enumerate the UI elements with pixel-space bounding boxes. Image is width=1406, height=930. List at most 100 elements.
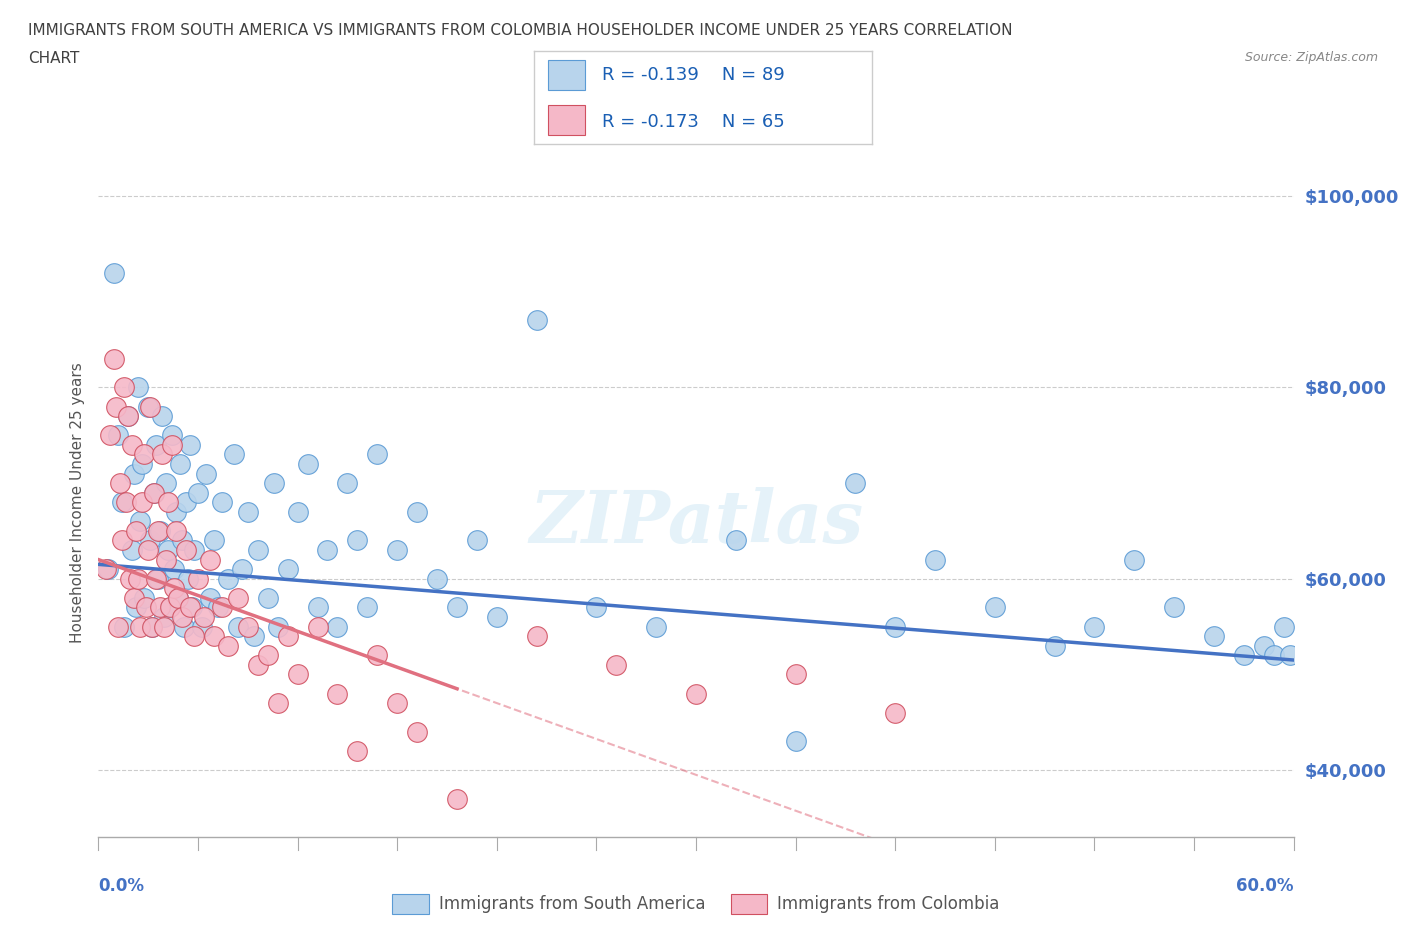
Point — [236, 619, 259, 634]
Point — [131, 457, 153, 472]
Point — [129, 619, 152, 634]
Point — [256, 591, 278, 605]
Point — [181, 600, 204, 615]
Point — [277, 562, 299, 577]
Point — [183, 542, 205, 557]
Point — [526, 629, 548, 644]
Point — [179, 600, 201, 615]
Point — [125, 600, 148, 615]
Point — [243, 629, 266, 644]
Point — [117, 408, 139, 423]
Point — [446, 791, 468, 806]
Point — [406, 504, 429, 519]
Point — [267, 696, 290, 711]
Point — [165, 504, 187, 519]
Point — [160, 437, 183, 452]
Point — [167, 591, 190, 605]
Point — [326, 686, 349, 701]
Point — [96, 562, 118, 577]
Point — [167, 591, 190, 605]
Point — [307, 619, 329, 634]
Point — [187, 485, 209, 500]
Point — [107, 619, 129, 634]
Point — [1253, 638, 1275, 653]
Point — [103, 265, 125, 280]
FancyBboxPatch shape — [548, 105, 585, 135]
Point — [277, 629, 299, 644]
Text: ZIPatlas: ZIPatlas — [529, 486, 863, 558]
Point — [117, 408, 139, 423]
Point — [211, 495, 233, 510]
Point — [136, 542, 159, 557]
Point — [139, 399, 162, 414]
Text: 0.0%: 0.0% — [98, 877, 145, 896]
Point — [127, 380, 149, 395]
Point — [174, 495, 197, 510]
Point — [174, 542, 197, 557]
Point — [169, 457, 191, 472]
Point — [107, 428, 129, 443]
Point — [1272, 619, 1295, 634]
Point — [98, 428, 122, 443]
Point — [263, 475, 285, 490]
Point — [145, 437, 167, 452]
Point — [159, 600, 181, 615]
Point — [111, 495, 134, 510]
Point — [287, 667, 309, 682]
Point — [446, 600, 468, 615]
Point — [157, 542, 180, 557]
Point — [125, 524, 148, 538]
Point — [112, 619, 135, 634]
Point — [207, 600, 229, 615]
Point — [256, 648, 278, 663]
Point — [526, 313, 548, 328]
Point — [884, 705, 907, 720]
Point — [187, 571, 209, 586]
Point — [222, 447, 245, 462]
Point — [115, 495, 138, 510]
Point — [141, 619, 163, 634]
Point — [226, 591, 249, 605]
Point — [124, 466, 146, 481]
Point — [465, 533, 488, 548]
Point — [110, 475, 132, 490]
Point — [226, 619, 249, 634]
Point — [143, 485, 166, 500]
Point — [1043, 638, 1066, 653]
Point — [685, 686, 707, 701]
Point — [127, 571, 149, 586]
Point — [172, 609, 194, 624]
Point — [148, 571, 170, 586]
Point — [141, 619, 163, 634]
Point — [134, 447, 156, 462]
Point — [236, 504, 259, 519]
Point — [129, 514, 152, 529]
Point — [1278, 648, 1301, 663]
Point — [183, 629, 205, 644]
Point — [134, 591, 156, 605]
Point — [246, 542, 269, 557]
Point — [844, 475, 866, 490]
Point — [1263, 648, 1285, 663]
Point — [198, 591, 221, 605]
Point — [202, 629, 225, 644]
Point — [346, 743, 368, 758]
Point — [150, 408, 173, 423]
Point — [1083, 619, 1105, 634]
Point — [346, 533, 368, 548]
Point — [121, 437, 143, 452]
Point — [135, 600, 157, 615]
Point — [366, 648, 388, 663]
Point — [159, 600, 181, 615]
Point — [149, 524, 172, 538]
Point — [179, 437, 201, 452]
Point — [217, 571, 239, 586]
Point — [131, 495, 153, 510]
Point — [121, 542, 143, 557]
Point — [153, 609, 176, 624]
Point — [983, 600, 1005, 615]
Text: R = -0.173    N = 65: R = -0.173 N = 65 — [602, 113, 785, 131]
Point — [356, 600, 378, 615]
Point — [485, 609, 508, 624]
Point — [163, 562, 186, 577]
